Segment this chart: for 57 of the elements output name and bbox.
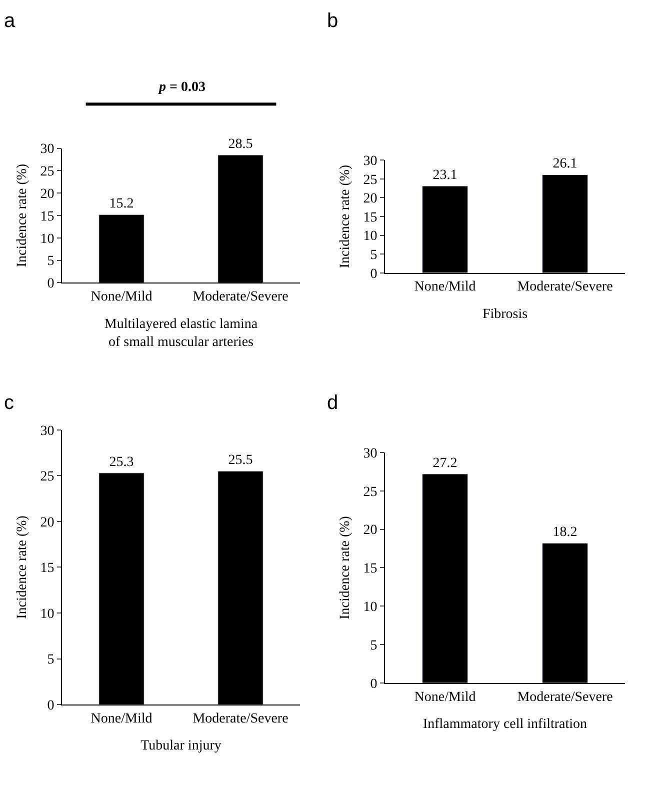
y-tick-label: 5 <box>47 652 54 668</box>
x-tick-label: Moderate/Severe <box>517 280 613 295</box>
y-tick-label: 25 <box>40 164 54 180</box>
y-tick-label: 10 <box>40 606 54 622</box>
x-axis-title: Inflammatory cell infiltration <box>422 717 588 732</box>
y-tick-label: 10 <box>363 600 378 616</box>
y-tick-label: 20 <box>40 186 54 202</box>
y-tick-label: 15 <box>363 562 378 577</box>
x-axis-title: Multilayered elastic lamina of small muscular arteries <box>104 316 258 350</box>
y-tick-label: 30 <box>363 154 378 169</box>
y-tick-label: 20 <box>40 515 54 530</box>
data-label: 23.1 <box>432 168 458 183</box>
y-tick-label: 30 <box>363 446 378 462</box>
data-label: 25.3 <box>109 454 134 470</box>
y-tick-label: 25 <box>40 470 54 485</box>
chart-title: a <box>4 10 16 32</box>
y-tick-label: 30 <box>40 424 54 439</box>
x-tick-label: Moderate/Severe <box>192 711 288 726</box>
x-tick-label: Moderate/Severe <box>192 289 288 304</box>
data-label: 28.5 <box>228 136 253 152</box>
y-tick-label: 20 <box>363 523 378 538</box>
y-tick-label: 25 <box>363 484 378 500</box>
x-tick-label: None/Mild <box>90 289 152 304</box>
y-tick-label: 20 <box>363 192 378 207</box>
data-label: 18.2 <box>552 525 578 540</box>
chart-title: d <box>327 392 338 414</box>
x-axis-title: Tubular injury <box>140 738 222 754</box>
data-label: 26.1 <box>552 156 578 172</box>
y-tick-label: 30 <box>40 142 54 158</box>
x-tick-label: None/Mild <box>414 690 476 705</box>
y-tick-label: 10 <box>363 229 378 244</box>
y-tick-label: 25 <box>363 172 378 188</box>
y-axis-title: Incidence rate (%) <box>14 515 30 619</box>
y-axis-title: Incidence rate (%) <box>338 516 353 620</box>
y-tick-label: 5 <box>47 254 54 270</box>
data-label: 25.5 <box>228 453 253 468</box>
y-tick-label: 10 <box>40 232 54 247</box>
y-tick-label: 15 <box>40 209 54 224</box>
y-tick-label: 15 <box>40 561 54 576</box>
y-tick-label: 15 <box>363 210 378 226</box>
x-tick-label: None/Mild <box>414 280 476 295</box>
y-tick-label: 5 <box>370 248 378 263</box>
y-tick-label: 5 <box>370 638 378 654</box>
y-tick-label: 0 <box>47 698 54 714</box>
y-axis-title: Incidence rate (%) <box>14 163 30 268</box>
y-tick-label: 0 <box>370 676 378 692</box>
data-label: 15.2 <box>109 196 134 212</box>
text: p = 0.03 <box>158 80 206 95</box>
y-tick-label: 0 <box>370 266 378 282</box>
data-label: 27.2 <box>432 456 458 471</box>
y-axis-title: Incidence rate (%) <box>338 164 353 268</box>
x-axis-title: Fibrosis <box>482 306 528 322</box>
y-tick-label: 0 <box>47 276 54 292</box>
x-tick-label: None/Mild <box>90 711 152 726</box>
chart-title: c <box>4 392 14 414</box>
chart-title: b <box>327 10 338 32</box>
x-tick-label: Moderate/Severe <box>517 690 613 705</box>
